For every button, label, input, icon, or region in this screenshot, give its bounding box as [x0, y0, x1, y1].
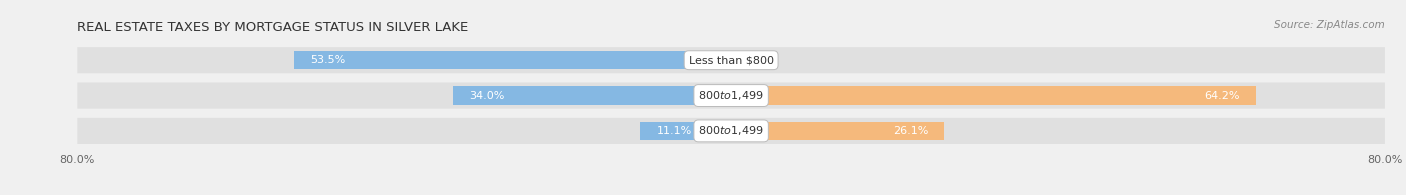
Text: 34.0%: 34.0% [470, 90, 505, 101]
FancyBboxPatch shape [77, 118, 1385, 144]
Bar [453, 86, 731, 105]
FancyBboxPatch shape [77, 82, 1385, 109]
Text: 0.0%: 0.0% [748, 55, 776, 65]
Bar [731, 86, 1256, 105]
Text: REAL ESTATE TAXES BY MORTGAGE STATUS IN SILVER LAKE: REAL ESTATE TAXES BY MORTGAGE STATUS IN … [77, 21, 468, 34]
Text: 64.2%: 64.2% [1204, 90, 1240, 101]
Text: Source: ZipAtlas.com: Source: ZipAtlas.com [1274, 20, 1385, 29]
Text: 11.1%: 11.1% [657, 126, 692, 136]
Bar [640, 122, 731, 140]
Text: $800 to $1,499: $800 to $1,499 [699, 124, 763, 137]
Bar [731, 122, 945, 140]
Text: Less than $800: Less than $800 [689, 55, 773, 65]
Text: $800 to $1,499: $800 to $1,499 [699, 89, 763, 102]
Text: 53.5%: 53.5% [311, 55, 346, 65]
Bar [294, 51, 731, 69]
FancyBboxPatch shape [77, 47, 1385, 73]
Text: 26.1%: 26.1% [893, 126, 928, 136]
